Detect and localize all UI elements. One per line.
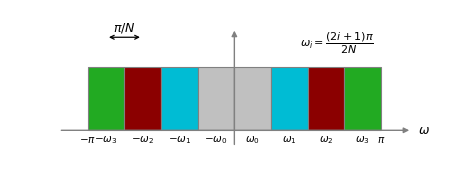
Text: $\pi/N$: $\pi/N$: [113, 21, 136, 35]
Bar: [88, 67, 124, 130]
Text: $\omega_i = \dfrac{(2i+1)\pi}{2N}$: $\omega_i = \dfrac{(2i+1)\pi}{2N}$: [300, 31, 374, 56]
Bar: [307, 67, 344, 130]
Text: $-\omega_0$: $-\omega_0$: [205, 135, 228, 147]
Text: $\omega$: $\omega$: [417, 124, 430, 137]
Text: $\omega_3$: $\omega_3$: [355, 135, 370, 147]
Text: $\omega_2$: $\omega_2$: [319, 135, 333, 147]
Text: $\omega_1$: $\omega_1$: [282, 135, 297, 147]
Text: $-\omega_3$: $-\omega_3$: [95, 135, 118, 147]
Bar: [271, 67, 307, 130]
Text: $-\omega_2$: $-\omega_2$: [131, 135, 154, 147]
Bar: [161, 67, 197, 130]
Bar: [197, 67, 234, 130]
Text: $-\omega_1$: $-\omega_1$: [168, 135, 191, 147]
Bar: [344, 67, 381, 130]
Text: $\pi$: $\pi$: [377, 135, 385, 145]
Bar: [124, 67, 161, 130]
Text: $-\pi$: $-\pi$: [79, 135, 96, 145]
Text: $\omega_0$: $\omega_0$: [245, 135, 260, 147]
Bar: [234, 67, 271, 130]
